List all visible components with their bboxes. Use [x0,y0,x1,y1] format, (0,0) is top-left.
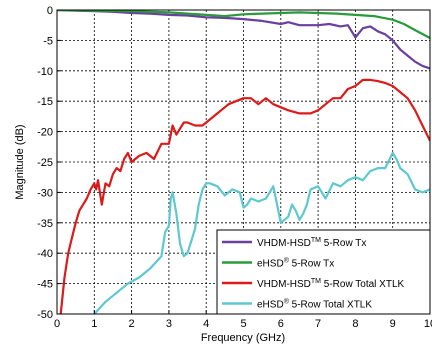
legend-entry-0: VHDM-HSDTM 5-Row Tx [257,237,366,249]
x-tick-label: 0 [54,318,60,330]
legend: VHDM-HSDTM 5-Row Tx eHSD® 5-Row Tx VHDM-HS… [216,229,431,315]
legend-box [216,229,431,315]
x-tick-label: 3 [166,318,172,330]
y-tick-label: -15 [37,96,53,108]
x-tick-label: 1 [91,318,97,330]
series-group [57,10,430,314]
x-tick-label: 5 [240,318,246,330]
x-tick-label: 6 [278,318,284,330]
y-tick-label: -5 [43,35,53,47]
x-tick-label: 10 [424,318,432,330]
y-tick-label: -10 [37,66,53,78]
x-tick-label: 7 [315,318,321,330]
x-axis-label: Frequency (GHz) [201,332,285,344]
series-line-0 [57,10,430,70]
legend-entry-2: VHDM-HSDTM 5-Row Total XTLK [257,278,405,290]
y-tick-label: -30 [37,187,53,199]
x-tick-label: 9 [390,318,396,330]
series-line-3 [93,151,430,314]
y-tick-label: -25 [37,157,53,169]
y-axis-label: Magnitude (dB) [14,124,26,199]
y-tick-label: -40 [37,248,53,260]
y-tick-label: -50 [37,309,53,321]
y-tick-label: -45 [37,279,53,291]
series-line-1 [57,10,430,39]
legend-entry-3: eHSD® 5-Row Total XTLK [257,298,372,311]
y-tick-label: -20 [37,127,53,139]
series-line-2 [59,78,430,314]
legend-entry-1: eHSD® 5-Row Tx [257,257,334,270]
y-tick-label: -35 [37,218,53,230]
x-tick-label: 2 [129,318,135,330]
x-tick-label: 8 [352,318,358,330]
y-tick-label: 0 [47,5,53,17]
x-tick-label: 4 [203,318,209,330]
